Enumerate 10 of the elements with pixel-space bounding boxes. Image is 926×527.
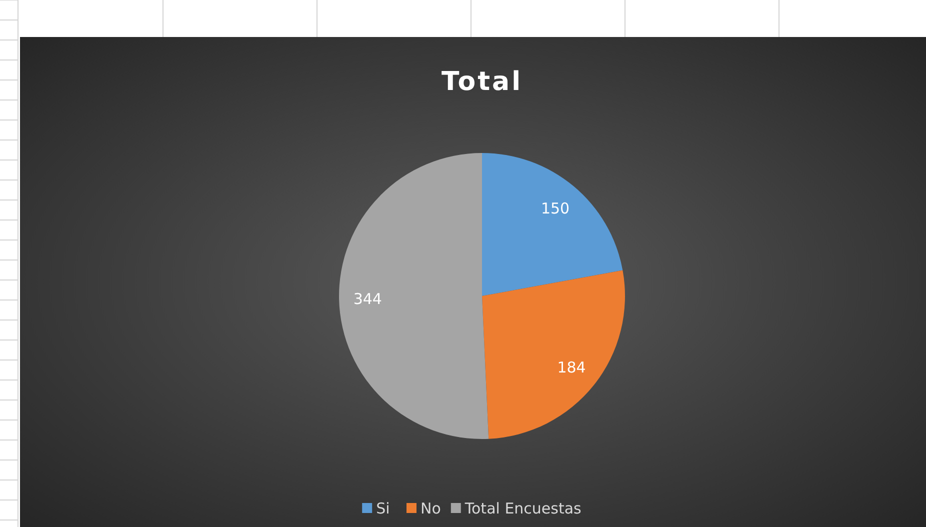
legend-label: Si [376,499,390,518]
data-label: 150 [540,199,570,218]
pie-slice [339,153,489,439]
pie-slice [482,153,623,296]
legend-label: No [420,499,441,518]
data-label: 184 [557,358,586,376]
chart-title: Total [441,67,523,97]
legend-label: Total Encuestas [464,499,582,518]
pie-slice [482,270,625,439]
data-label: 344 [353,290,382,308]
